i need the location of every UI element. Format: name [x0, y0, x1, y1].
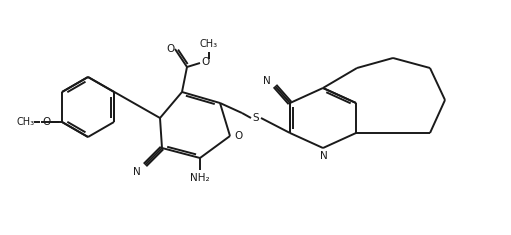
Text: CH₃: CH₃: [200, 39, 218, 49]
Text: N: N: [133, 167, 141, 177]
Text: NH₂: NH₂: [190, 173, 210, 183]
Text: O: O: [166, 44, 174, 54]
Text: CH₃: CH₃: [17, 117, 35, 127]
Text: N: N: [263, 76, 271, 86]
Text: N: N: [320, 151, 328, 161]
Text: O: O: [42, 117, 50, 127]
Text: O: O: [234, 131, 242, 141]
Text: O: O: [201, 57, 209, 67]
Text: S: S: [252, 113, 259, 123]
